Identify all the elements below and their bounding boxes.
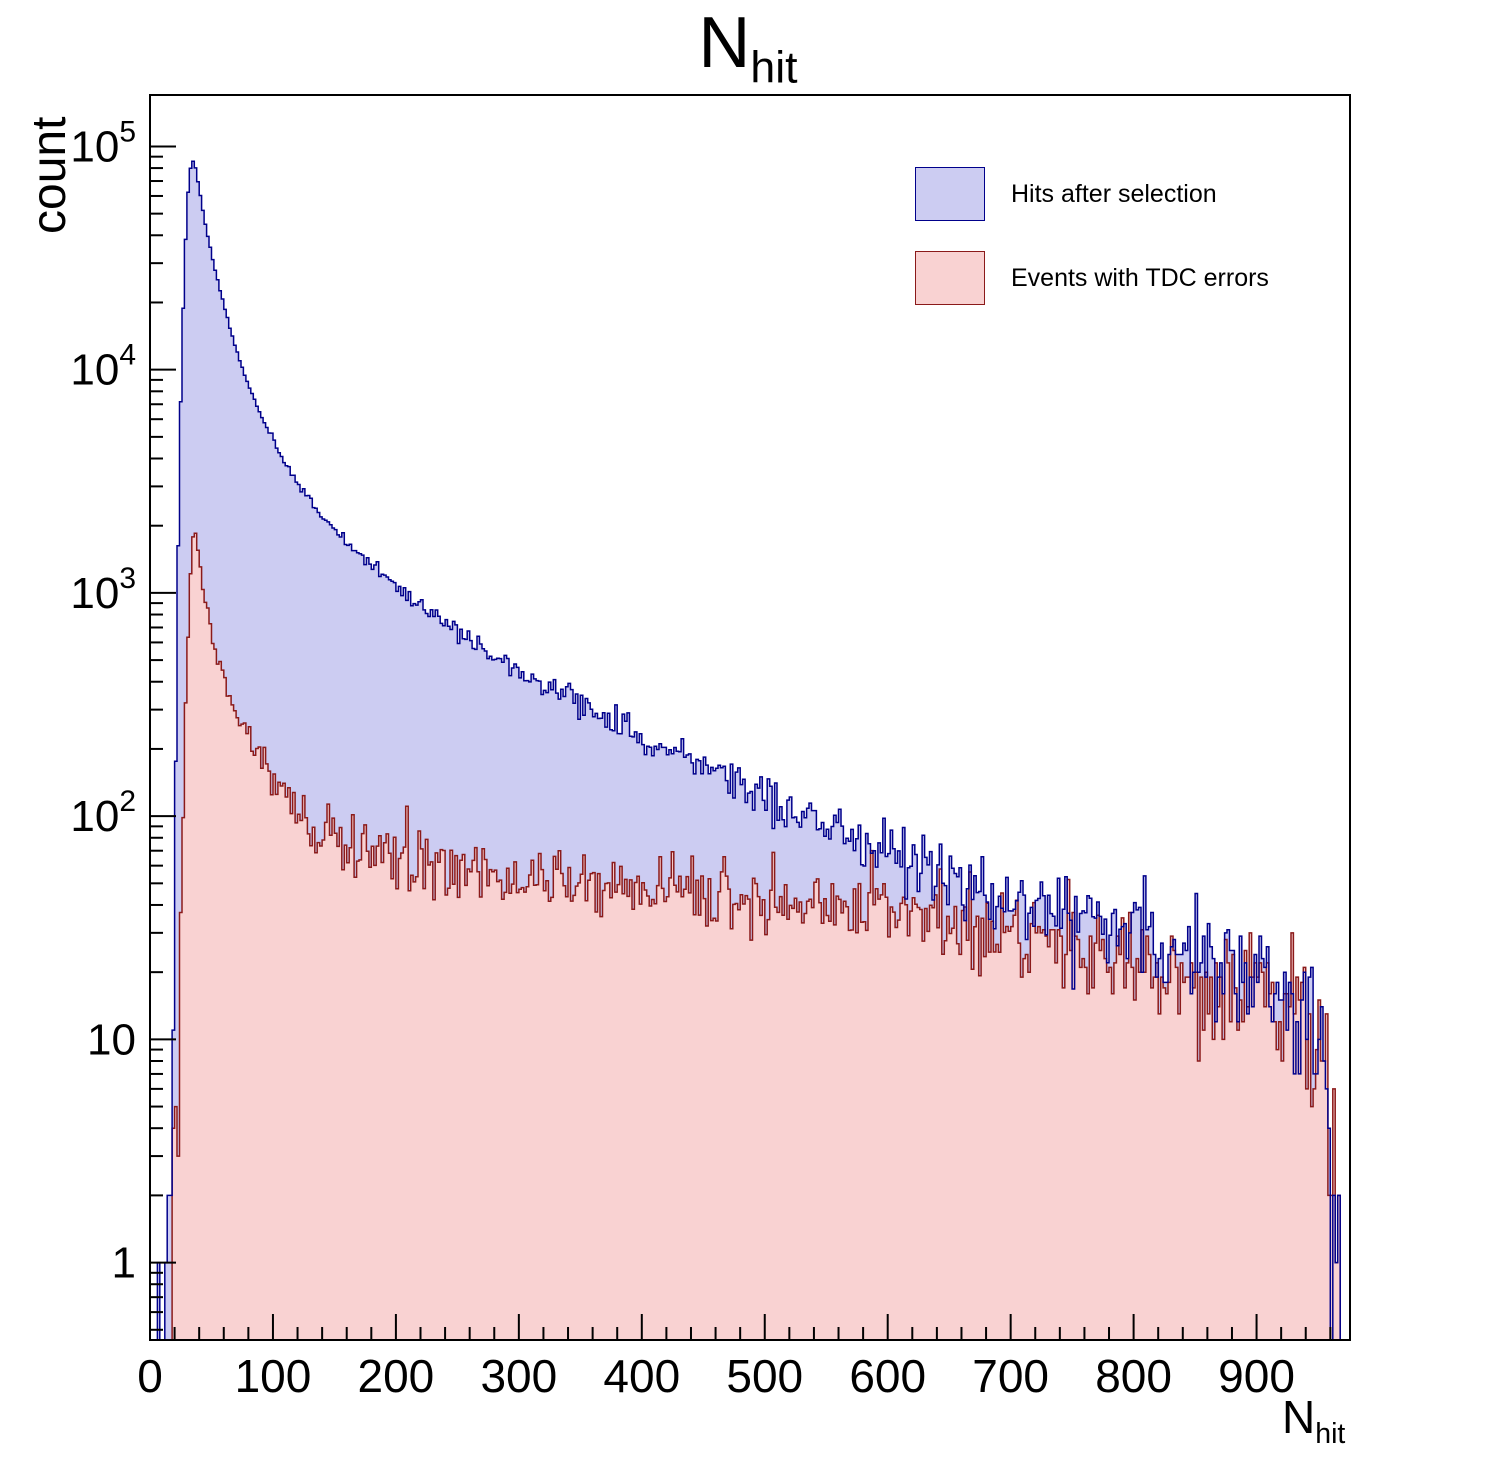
x-tick-label: 100 [235, 1350, 312, 1402]
legend: Hits after selection Events with TDC err… [915, 152, 1269, 320]
legend-item-hits-after-selection: Hits after selection [915, 152, 1269, 236]
chart-title: Nhit [0, 3, 1496, 93]
x-axis-title: Nhit [1282, 1390, 1345, 1451]
legend-label: Events with TDC errors [1011, 263, 1269, 292]
y-tick-label: 102 [70, 785, 136, 841]
legend-item-tdc-errors: Events with TDC errors [915, 236, 1269, 320]
y-tick-label: 10 [87, 1015, 136, 1064]
y-axis-title: count [23, 116, 76, 234]
y-tick-label: 105 [70, 115, 136, 171]
x-tick-label: 500 [726, 1350, 803, 1402]
y-tick-label: 104 [70, 339, 136, 395]
x-tick-label: 400 [603, 1350, 680, 1402]
x-tick-label: 600 [849, 1350, 926, 1402]
x-tick-label: 800 [1095, 1350, 1172, 1402]
x-axis-title-main: N [1282, 1391, 1316, 1443]
legend-label: Hits after selection [1011, 179, 1217, 208]
x-tick-label: 200 [358, 1350, 435, 1402]
y-tick-label: 1 [112, 1239, 136, 1288]
x-tick-label: 300 [480, 1350, 557, 1402]
x-tick-label: 900 [1218, 1350, 1295, 1402]
x-tick-label: 0 [137, 1350, 163, 1402]
plot-frame [149, 94, 1351, 1341]
chart-title-subscript: hit [750, 43, 798, 93]
histogram-outline-hits-after-selection [150, 160, 1350, 1341]
x-axis-title-subscript: hit [1315, 1418, 1346, 1451]
y-tick-label: 103 [70, 562, 136, 618]
legend-swatch-pink-histogram [915, 251, 985, 305]
legend-swatch-blue-histogram [915, 167, 985, 221]
chart-title-main: N [698, 3, 751, 83]
x-tick-label: 700 [972, 1350, 1049, 1402]
